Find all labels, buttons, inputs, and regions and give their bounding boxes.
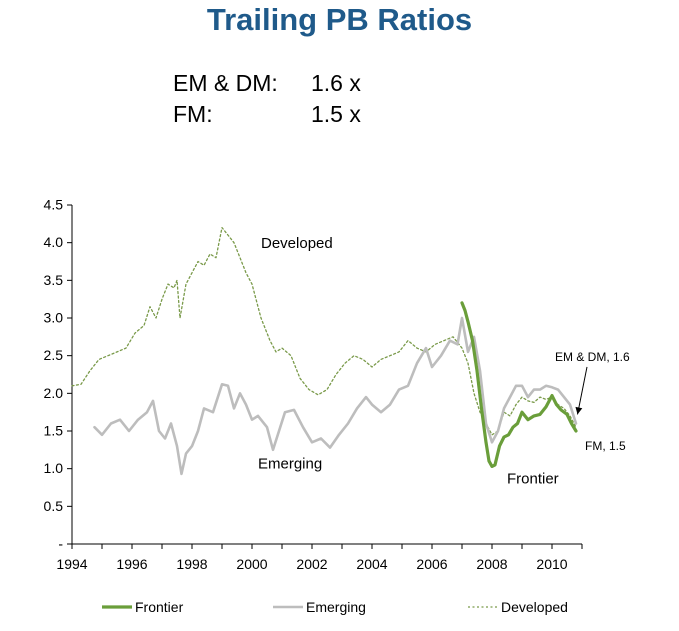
stat-label: EM & DM: <box>173 70 278 96</box>
stat-value: 1.5 x <box>311 101 361 127</box>
y-tick-label: 2.5 <box>44 347 64 363</box>
x-tick-label: 2010 <box>536 556 567 572</box>
y-tick-label: - <box>58 536 63 552</box>
chart-annotations: Developed Emerging Frontier EM & DM, 1.6 FM,… <box>258 235 630 488</box>
y-tick-label: 0.5 <box>44 498 64 514</box>
legend-label-developed: Developed <box>501 599 568 615</box>
x-tick-label: 1994 <box>56 556 87 572</box>
series-line-emerging <box>93 316 578 476</box>
y-tick-label: 2.0 <box>44 385 64 401</box>
x-tick-label: 2006 <box>416 556 447 572</box>
x-tick-label: 2000 <box>236 556 267 572</box>
annotation-fm-1-5: FM, 1.5 <box>585 439 626 453</box>
y-tick-label: 1.0 <box>44 460 64 476</box>
chart-axes: - 0.5 1.0 1.5 2.0 2.5 3.0 3.5 4.0 4.5 1994 1996 1998… <box>44 197 583 572</box>
annotation-arrow-head <box>575 406 583 415</box>
series-line-frontier <box>460 301 578 468</box>
y-tick-label: 1.5 <box>44 423 64 439</box>
series-line-developed <box>71 226 577 436</box>
annotation-em-dm-1-6: EM & DM, 1.6 <box>555 350 630 364</box>
x-tick-label: 1996 <box>116 556 147 572</box>
y-tick-label: 4.0 <box>44 234 64 250</box>
x-tick-label: 2008 <box>476 556 507 572</box>
y-tick-label: 4.5 <box>44 197 64 213</box>
chart-series <box>71 226 578 476</box>
stat-value: 1.6 x <box>311 70 361 96</box>
chart-legend: Frontier Emerging Developed <box>102 599 568 615</box>
x-tick-label: 1998 <box>176 556 207 572</box>
x-tick-label: 2002 <box>296 556 327 572</box>
legend-label-emerging: Emerging <box>306 599 366 615</box>
annotation-emerging: Emerging <box>258 456 322 473</box>
y-tick-label: 3.5 <box>44 272 64 288</box>
y-tick-label: 3.0 <box>44 310 64 326</box>
page-title: Trailing PB Ratios <box>206 2 473 37</box>
annotation-developed: Developed <box>261 235 333 252</box>
legend-label-frontier: Frontier <box>135 599 184 615</box>
annotation-frontier: Frontier <box>507 471 559 488</box>
annotation-arrow-line <box>577 366 588 415</box>
x-tick-label: 2004 <box>356 556 387 572</box>
stat-label: FM: <box>173 101 213 127</box>
